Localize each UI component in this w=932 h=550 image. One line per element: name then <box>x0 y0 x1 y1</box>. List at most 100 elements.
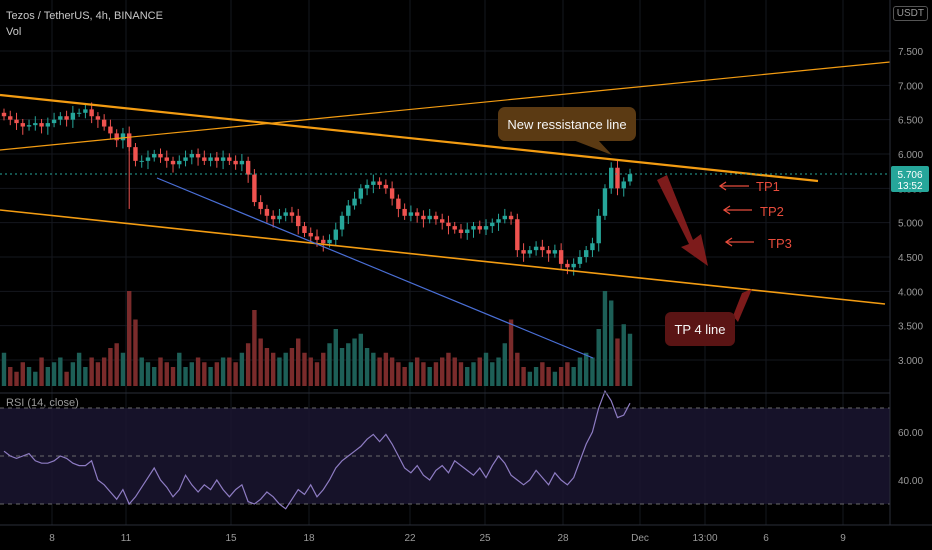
blue-trend-line[interactable] <box>156 177 594 359</box>
candle-body <box>602 188 608 216</box>
volume-bar <box>577 357 583 386</box>
candle-body <box>76 112 82 114</box>
volume-bar <box>202 362 207 386</box>
candle-body <box>571 263 576 268</box>
volume-bar <box>590 357 595 386</box>
candle-body <box>189 154 194 158</box>
candle-body <box>521 250 526 254</box>
candle-body <box>596 215 601 244</box>
volume-bar <box>321 352 326 386</box>
tp3-label: TP3 <box>768 236 792 251</box>
volume-bar <box>333 329 338 386</box>
volume-bar <box>308 357 313 386</box>
price-tick-label: 7.500 <box>898 47 923 58</box>
volume-bar <box>621 324 626 386</box>
time-tick-label: Dec <box>631 533 649 544</box>
candle-body <box>26 125 32 127</box>
volume-bar <box>440 357 445 386</box>
candle-body <box>264 208 270 216</box>
volume-bar <box>508 319 514 386</box>
candle-body <box>515 219 520 251</box>
candle-body <box>45 123 51 127</box>
candle-body <box>33 123 38 126</box>
currency-unit-badge[interactable]: USDT <box>892 6 928 21</box>
candle-body <box>164 157 169 161</box>
candle-body <box>14 119 19 124</box>
candle-body <box>533 246 539 251</box>
candle-body <box>627 174 633 182</box>
price-tick-label: 5.000 <box>898 219 923 230</box>
volume-bar <box>352 338 357 386</box>
candle-body <box>408 212 414 216</box>
candle-body <box>527 250 533 254</box>
candle-body <box>302 226 307 233</box>
volume-bar <box>302 352 307 386</box>
candle-body <box>427 215 432 220</box>
candle-body <box>590 243 595 251</box>
volume-bar <box>70 362 76 386</box>
resistance-callout[interactable]: New ressistance line <box>498 107 636 155</box>
resistance-line[interactable] <box>0 93 819 183</box>
candle-body <box>133 147 138 161</box>
volume-bar <box>39 357 44 386</box>
upper-channel-line[interactable] <box>0 61 891 151</box>
candle-body <box>202 157 207 161</box>
volume-bar <box>8 367 13 386</box>
volume-bar <box>358 333 364 386</box>
candle-body <box>565 263 570 268</box>
volume-bar <box>1 352 7 386</box>
time-tick-label: 15 <box>225 533 237 544</box>
rsi-tick-label: 60.00 <box>898 428 923 439</box>
rsi-indicator <box>0 389 890 510</box>
candle-body <box>396 198 401 209</box>
volume-bar <box>26 367 32 386</box>
volume-bar <box>615 338 620 386</box>
volume-bar <box>252 310 257 386</box>
volume-bar <box>346 343 351 386</box>
candles <box>1 102 633 276</box>
candle-body <box>577 257 583 264</box>
time-tick-label: 8 <box>49 533 55 544</box>
price-tick-label: 3.000 <box>898 356 923 367</box>
time-tick-label: 6 <box>763 533 769 544</box>
tp4-callout[interactable]: TP 4 line <box>665 312 735 346</box>
volume-label[interactable]: Vol <box>6 26 22 38</box>
price-tick-label: 4.000 <box>898 287 923 298</box>
volume-bar <box>527 371 533 386</box>
volume-bar <box>139 357 144 386</box>
volume-bar <box>127 291 132 386</box>
symbol-title[interactable]: Tezos / TetherUS, 4h, BINANCE <box>6 10 163 22</box>
candle-body <box>220 157 226 161</box>
candle-body <box>609 167 614 189</box>
volume-bar <box>208 367 213 386</box>
volume-bar <box>383 352 389 386</box>
time-axis[interactable]: 8 11 15 18 22 25 28 Dec 13:00 6 9 <box>49 533 846 544</box>
volume-bar <box>458 362 464 386</box>
volume-bar <box>239 352 245 386</box>
candle-body <box>346 205 351 216</box>
volume-bar <box>452 357 457 386</box>
volume-bar <box>14 371 19 386</box>
candle-body <box>296 215 301 227</box>
volume-bar <box>145 362 151 386</box>
tp4-support-line[interactable] <box>0 209 886 305</box>
volume-bar <box>389 357 395 386</box>
volume-bar <box>609 300 614 386</box>
rsi-tick-label: 40.00 <box>898 476 923 487</box>
candle-body <box>621 181 626 189</box>
candle-body <box>496 219 501 223</box>
candle-body <box>8 116 13 120</box>
volume-bar <box>170 367 176 386</box>
volume-bar <box>152 367 157 386</box>
volume-bar <box>227 357 232 386</box>
candle-body <box>421 215 426 220</box>
volume-bar <box>583 352 589 386</box>
price-tick-label: 3.500 <box>898 322 923 333</box>
volume-bar <box>327 343 332 386</box>
price-axis[interactable]: 7.5007.0006.5006.0005.5005.0004.5004.000… <box>898 47 923 367</box>
candle-body <box>89 109 94 117</box>
volume-bar <box>296 338 301 386</box>
time-tick-label: 28 <box>557 533 569 544</box>
